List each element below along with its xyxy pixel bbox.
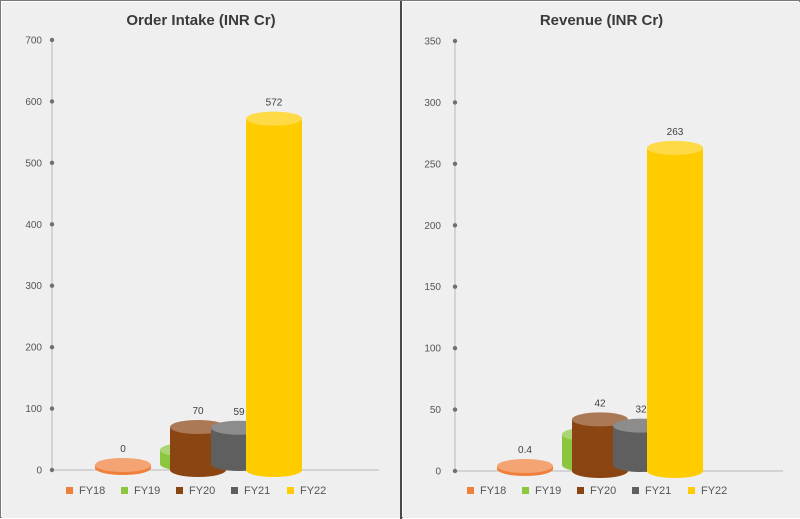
chart-title: Order Intake (INR Cr) [126,12,276,29]
y-tick-marker [49,99,55,104]
y-tick-marker [49,222,55,227]
y-tick-label: 500 [25,158,42,169]
bar-fy22: 263 [647,127,703,478]
legend-swatch [632,487,639,494]
legend-label: FY22 [701,485,727,497]
y-tick-marker [49,160,55,166]
y-tick-label: 300 [25,281,42,292]
data-label: 59 [233,407,245,418]
y-tick-label: 0 [36,466,42,477]
bar-top [572,412,628,427]
y-tick-marker [452,407,458,412]
legend-label: FY18 [79,485,105,497]
y-tick-marker [49,283,55,288]
bar-fy18: 0.4 [497,445,553,476]
bar-body [246,118,302,477]
data-label: 42 [594,398,606,409]
legend-swatch [287,487,294,494]
y-tick-marker [452,161,458,167]
legend-label: FY19 [535,485,561,497]
data-label: 0 [120,444,126,455]
legend-swatch [688,487,695,494]
y-tick-label: 100 [424,344,441,355]
bar-top [95,458,151,472]
y-tick-label: 300 [424,98,441,109]
y-tick-marker [49,37,55,43]
y-tick-label: 0 [435,467,441,478]
chart-title: Revenue (INR Cr) [539,12,664,29]
data-label: 0.4 [518,445,532,456]
legend-swatch [467,487,474,494]
revenue-plot: 0501001502002503003500.4254232263FY18FY1… [424,37,783,497]
legend-label: FY18 [480,485,506,497]
legend-swatch [522,487,529,494]
legend-label: FY19 [134,485,160,497]
legend-swatch [577,487,584,494]
legend-swatch [176,487,183,494]
y-tick-label: 700 [25,36,42,47]
legend-label: FY21 [645,485,671,497]
y-tick-label: 200 [424,221,441,232]
revenue-chart: Revenue (INR Cr) 0 50 100 150 200 250 300 350 0.… [403,2,800,518]
y-tick-label: 250 [424,159,441,170]
y-tick-label: 100 [25,404,42,415]
bar-top [497,459,553,473]
legend-label: FY22 [300,485,326,497]
y-tick-marker [452,284,458,289]
y-tick-label: 400 [25,220,42,231]
y-tick-marker [452,100,458,105]
y-tick-label: 150 [424,282,441,293]
y-tick-marker [452,38,458,44]
data-label: 70 [192,406,204,417]
y-tick-marker [452,468,458,474]
y-tick-marker [49,344,55,350]
y-tick-label: 50 [430,405,442,416]
y-tick-marker [452,345,458,351]
order-intake-plot: 01002003004005006007000237059572FY18FY19… [25,36,379,497]
legend-swatch [231,487,238,494]
panel-divider [400,1,402,519]
y-tick-label: 200 [25,343,42,354]
legend-label: FY20 [590,485,616,497]
legend-swatch [66,487,73,494]
legend-swatch [121,487,128,494]
data-label: 263 [667,127,684,138]
data-label: 32 [635,405,647,416]
y-tick-marker [49,406,55,411]
legend-label: FY21 [244,485,270,497]
bar-top [647,140,703,155]
bar-body [647,147,703,478]
y-tick-marker [49,467,55,473]
legend-label: FY20 [189,485,215,497]
y-tick-label: 350 [424,37,441,48]
bar-fy18: 0 [95,444,151,475]
bar-top [246,111,302,126]
y-tick-marker [452,223,458,228]
y-tick-label: 600 [25,97,42,108]
order-intake-chart: Order Intake (INR Cr) 0 100 200 300 400 500 60… [2,2,400,518]
data-label: 572 [266,98,283,109]
bar-fy22: 572 [246,98,302,477]
